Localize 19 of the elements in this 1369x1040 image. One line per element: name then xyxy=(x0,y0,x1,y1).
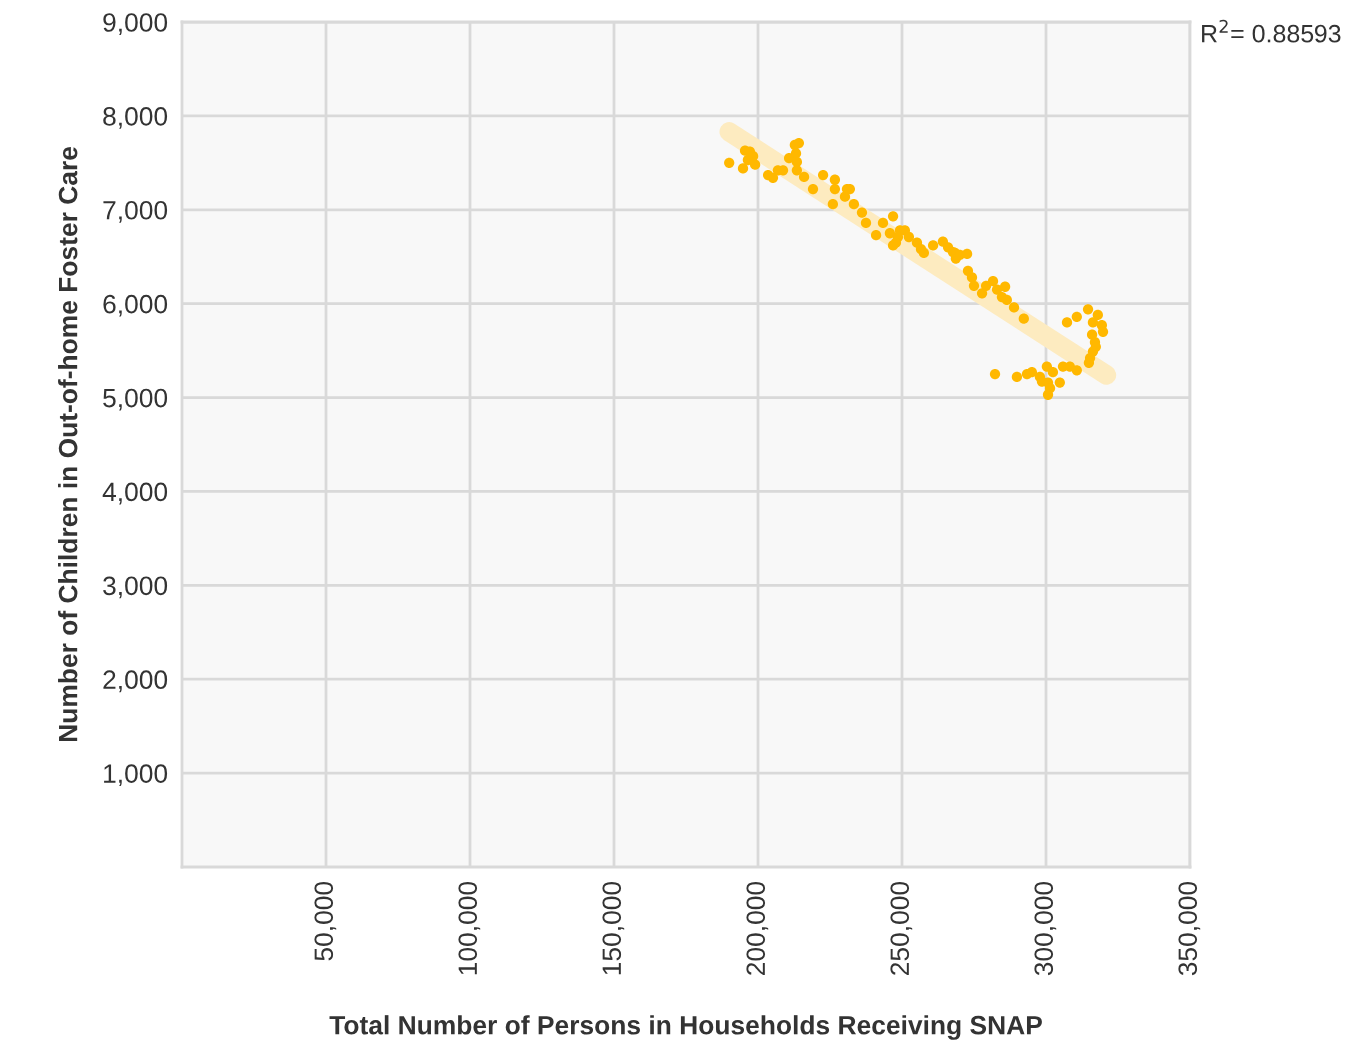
y-tick-label: 8,000 xyxy=(103,107,168,129)
x-tick-label: 200,000 xyxy=(746,881,769,975)
x-axis-title: Total Number of Persons in Households Receiving SNAP xyxy=(329,1015,1042,1040)
text: R$^{2}$= 0.88593 xyxy=(1202,19,1341,43)
y-tick-label: 7,000 xyxy=(103,200,168,223)
x-tick-label: 250,000 xyxy=(890,881,913,975)
y-tick-label: 3,000 xyxy=(103,576,168,599)
y-tick-label: 6,000 xyxy=(103,294,168,317)
x-tick-label: 150,000 xyxy=(602,881,625,975)
y-tick-label: 9,000 xyxy=(103,13,168,35)
y-tick-label: 5,000 xyxy=(103,388,168,411)
x-tick-label: 350,000 xyxy=(1178,881,1201,976)
y-tick-label: 2,000 xyxy=(103,670,168,693)
y-axis-title: Number of Children in Out-of-home Foster Care xyxy=(58,147,78,742)
x-tick-label: 100,000 xyxy=(458,881,481,975)
x-tick-label: 50,000 xyxy=(314,881,337,961)
x-tick-label: 300,000 xyxy=(1034,881,1057,976)
y-tick-label: 1,000 xyxy=(104,764,168,787)
y-tick-label: 4,000 xyxy=(102,482,168,505)
